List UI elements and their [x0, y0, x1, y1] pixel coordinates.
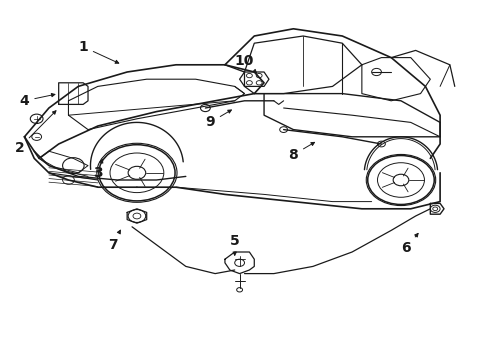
Text: 9: 9: [205, 110, 231, 129]
Ellipse shape: [99, 145, 175, 201]
Text: 3: 3: [93, 159, 102, 180]
Ellipse shape: [367, 156, 433, 204]
Text: 5: 5: [229, 234, 239, 255]
Ellipse shape: [392, 174, 408, 186]
Text: 2: 2: [15, 111, 56, 154]
Text: 10: 10: [234, 54, 256, 73]
Text: 4: 4: [20, 94, 55, 108]
Ellipse shape: [128, 166, 145, 179]
Text: 7: 7: [107, 230, 120, 252]
Text: 6: 6: [400, 233, 417, 255]
Text: 1: 1: [78, 40, 119, 63]
Text: 8: 8: [288, 142, 314, 162]
